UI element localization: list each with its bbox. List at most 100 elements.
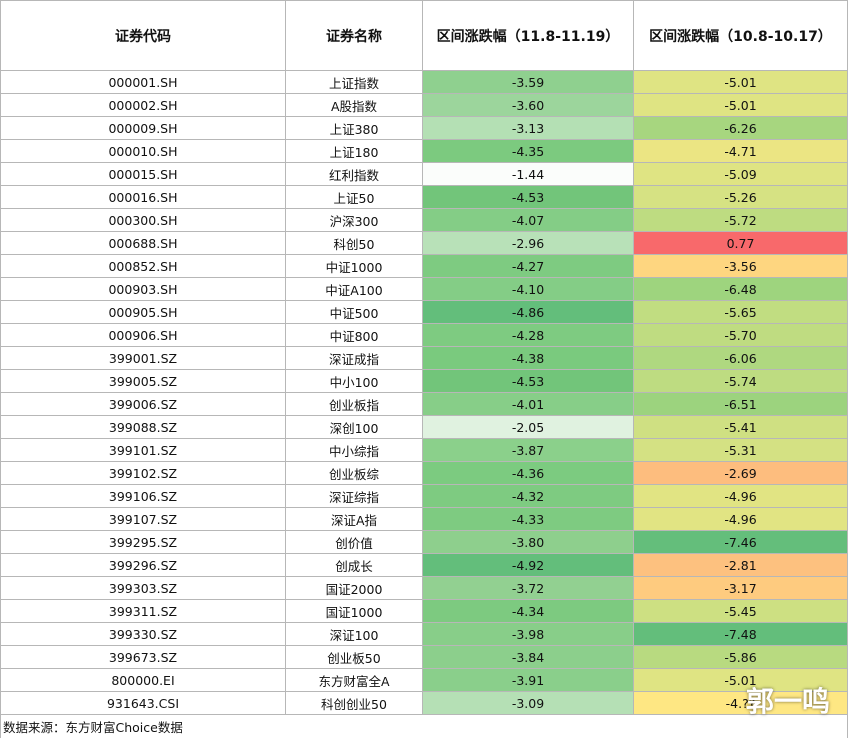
security-code-cell: 000001.SH: [0, 70, 286, 94]
header-code: 证券代码: [0, 0, 286, 71]
return-oct-cell: -5.01: [633, 70, 848, 94]
return-nov-cell: -4.33: [422, 507, 634, 531]
return-nov-cell: -3.60: [422, 93, 634, 117]
return-oct-cell: -5.65: [633, 300, 848, 324]
table-body: 000001.SH 上证指数 -3.59 -5.01 000002.SH A股指数 -3.6…: [0, 70, 848, 715]
return-oct-cell: -5.72: [633, 208, 848, 232]
security-name-cell: 国证2000: [285, 576, 423, 600]
data-source-note: 数据来源：东方财富Choice数据: [0, 714, 848, 738]
security-name-cell: 上证指数: [285, 70, 423, 94]
security-name-cell: 上证50: [285, 185, 423, 209]
return-oct-cell: -2.69: [633, 461, 848, 485]
return-nov-cell: -4.27: [422, 254, 634, 278]
security-name-cell: 中证A100: [285, 277, 423, 301]
return-nov-cell: -2.96: [422, 231, 634, 255]
return-oct-cell: -4.96: [633, 507, 848, 531]
security-code-cell: 931643.CSI: [0, 691, 286, 715]
return-oct-cell: -5.74: [633, 369, 848, 393]
security-code-cell: 399107.SZ: [0, 507, 286, 531]
return-nov-cell: -3.72: [422, 576, 634, 600]
return-nov-cell: -3.13: [422, 116, 634, 140]
security-code-cell: 399296.SZ: [0, 553, 286, 577]
return-nov-cell: -2.05: [422, 415, 634, 439]
security-code-cell: 000688.SH: [0, 231, 286, 255]
security-name-cell: 上证380: [285, 116, 423, 140]
return-oct-cell: -5.01: [633, 93, 848, 117]
security-code-cell: 000010.SH: [0, 139, 286, 163]
table-row: 399330.SZ 深证100 -3.98 -7.48: [0, 622, 848, 646]
security-code-cell: 399001.SZ: [0, 346, 286, 370]
security-name-cell: 中证800: [285, 323, 423, 347]
return-nov-cell: -4.07: [422, 208, 634, 232]
table-row: 399001.SZ 深证成指 -4.38 -6.06: [0, 346, 848, 370]
table-row: 000016.SH 上证50 -4.53 -5.26: [0, 185, 848, 209]
security-code-cell: 000015.SH: [0, 162, 286, 186]
return-oct-cell: -5.41: [633, 415, 848, 439]
table-row: 399106.SZ 深证综指 -4.32 -4.96: [0, 484, 848, 508]
security-name-cell: 创业板50: [285, 645, 423, 669]
header-return-oct: 区间涨跌幅（10.8-10.17）: [633, 0, 848, 71]
security-name-cell: 创业板指: [285, 392, 423, 416]
security-name-cell: 创业板综: [285, 461, 423, 485]
table-row: 399295.SZ 创价值 -3.80 -7.46: [0, 530, 848, 554]
security-name-cell: 中证1000: [285, 254, 423, 278]
return-oct-cell: -7.46: [633, 530, 848, 554]
return-oct-cell: -5.31: [633, 438, 848, 462]
return-nov-cell: -3.80: [422, 530, 634, 554]
return-nov-cell: -4.38: [422, 346, 634, 370]
table-row: 399088.SZ 深创100 -2.05 -5.41: [0, 415, 848, 439]
return-nov-cell: -4.34: [422, 599, 634, 623]
return-nov-cell: -3.59: [422, 70, 634, 94]
table-row: 399006.SZ 创业板指 -4.01 -6.51: [0, 392, 848, 416]
security-name-cell: 中小综指: [285, 438, 423, 462]
return-oct-cell: -6.51: [633, 392, 848, 416]
return-oct-cell: -6.06: [633, 346, 848, 370]
footnote-row: 数据来源：东方财富Choice数据: [0, 714, 848, 738]
return-oct-cell: -5.70: [633, 323, 848, 347]
security-code-cell: 000903.SH: [0, 277, 286, 301]
security-name-cell: 深创100: [285, 415, 423, 439]
security-code-cell: 399295.SZ: [0, 530, 286, 554]
return-oct-cell: -7.48: [633, 622, 848, 646]
table-row: 000002.SH A股指数 -3.60 -5.01: [0, 93, 848, 117]
table-row: 399101.SZ 中小综指 -3.87 -5.31: [0, 438, 848, 462]
return-nov-cell: -3.87: [422, 438, 634, 462]
security-name-cell: 科创50: [285, 231, 423, 255]
table-row: 000300.SH 沪深300 -4.07 -5.72: [0, 208, 848, 232]
security-code-cell: 399330.SZ: [0, 622, 286, 646]
table-row: 399296.SZ 创成长 -4.92 -2.81: [0, 553, 848, 577]
return-nov-cell: -4.53: [422, 185, 634, 209]
table-row: 000905.SH 中证500 -4.86 -5.65: [0, 300, 848, 324]
return-oct-cell: -6.26: [633, 116, 848, 140]
table-row: 399311.SZ 国证1000 -4.34 -5.45: [0, 599, 848, 623]
security-code-cell: 000906.SH: [0, 323, 286, 347]
security-code-cell: 000905.SH: [0, 300, 286, 324]
security-code-cell: 000300.SH: [0, 208, 286, 232]
security-code-cell: 000002.SH: [0, 93, 286, 117]
return-nov-cell: -3.98: [422, 622, 634, 646]
security-name-cell: 东方财富全A: [285, 668, 423, 692]
header-name: 证券名称: [285, 0, 423, 71]
security-code-cell: 399006.SZ: [0, 392, 286, 416]
table-row: 399005.SZ 中小100 -4.53 -5.74: [0, 369, 848, 393]
return-nov-cell: -3.09: [422, 691, 634, 715]
table-row: 000906.SH 中证800 -4.28 -5.70: [0, 323, 848, 347]
table-row: 399107.SZ 深证A指 -4.33 -4.96: [0, 507, 848, 531]
return-nov-cell: -4.36: [422, 461, 634, 485]
table-row: 000009.SH 上证380 -3.13 -6.26: [0, 116, 848, 140]
security-name-cell: A股指数: [285, 93, 423, 117]
table-row: 800000.EI 东方财富全A -3.91 -5.01: [0, 668, 848, 692]
return-nov-cell: -4.35: [422, 139, 634, 163]
security-name-cell: 沪深300: [285, 208, 423, 232]
return-oct-cell: -5.86: [633, 645, 848, 669]
table-row: 931643.CSI 科创创业50 -3.09 -4.??: [0, 691, 848, 715]
table-row: 000852.SH 中证1000 -4.27 -3.56: [0, 254, 848, 278]
security-code-cell: 000016.SH: [0, 185, 286, 209]
security-name-cell: 创成长: [285, 553, 423, 577]
table-row: 399303.SZ 国证2000 -3.72 -3.17: [0, 576, 848, 600]
return-nov-cell: -4.53: [422, 369, 634, 393]
return-nov-cell: -4.86: [422, 300, 634, 324]
security-name-cell: 创价值: [285, 530, 423, 554]
return-nov-cell: -4.01: [422, 392, 634, 416]
security-code-cell: 800000.EI: [0, 668, 286, 692]
